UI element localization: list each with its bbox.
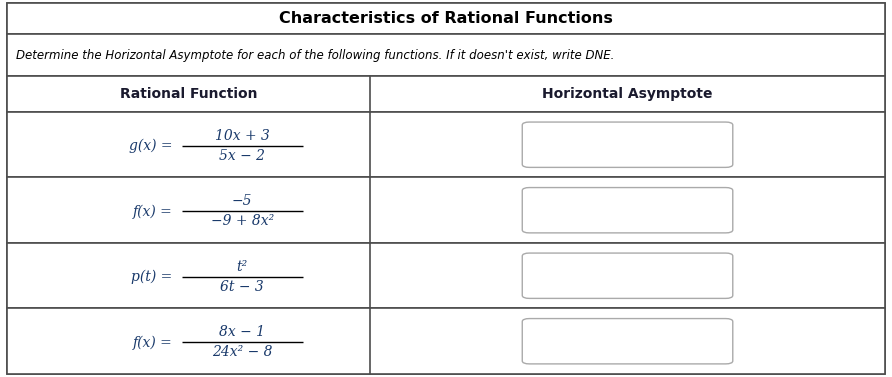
Text: −5: −5 (232, 194, 252, 208)
Text: 5x − 2: 5x − 2 (219, 149, 265, 163)
FancyBboxPatch shape (522, 253, 733, 299)
Bar (7, 178, 885, 243)
Text: g(x) =: g(x) = (129, 139, 177, 153)
Text: Horizontal Asymptote: Horizontal Asymptote (542, 87, 713, 101)
FancyBboxPatch shape (522, 188, 733, 233)
Text: Rational Function: Rational Function (120, 87, 258, 101)
Text: Determine the Horizontal Asymptote for each of the following functions. If it do: Determine the Horizontal Asymptote for e… (16, 49, 615, 61)
Bar (7, 34, 885, 76)
Bar (7, 243, 885, 308)
Text: f(x) =: f(x) = (133, 335, 177, 349)
Bar (7, 308, 885, 374)
Text: f(x) =: f(x) = (133, 204, 177, 219)
Text: 24x² − 8: 24x² − 8 (212, 345, 272, 359)
FancyBboxPatch shape (522, 122, 733, 167)
Bar (7, 3, 885, 34)
Text: 10x + 3: 10x + 3 (215, 129, 269, 143)
Text: −9 + 8x²: −9 + 8x² (211, 215, 274, 228)
Text: 6t − 3: 6t − 3 (220, 280, 264, 294)
Text: 8x − 1: 8x − 1 (219, 325, 265, 339)
Text: p(t) =: p(t) = (131, 270, 177, 284)
Text: Characteristics of Rational Functions: Characteristics of Rational Functions (279, 11, 613, 26)
Bar (7, 76, 885, 112)
Text: t²: t² (236, 260, 248, 274)
Bar (7, 112, 885, 178)
FancyBboxPatch shape (522, 319, 733, 364)
